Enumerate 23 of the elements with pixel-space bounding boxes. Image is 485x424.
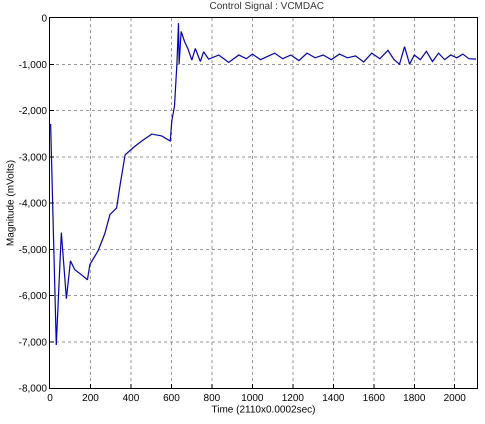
x-tick-label: 1800 [403,393,426,404]
y-tick-label: -4,000 [18,198,48,210]
y-tick-label: -1,000 [18,60,48,71]
y-tick-label: 0 [41,14,48,24]
y-tick-label: -6,000 [18,291,48,302]
x-tick-label: 200 [82,393,100,404]
line-series [50,22,477,346]
x-tick-label: 1200 [282,393,304,404]
chart-title: Control Signal : VCMDAC [210,1,324,12]
x-tick-label: 2000 [444,393,466,404]
x-tick-label: 1600 [362,393,386,404]
y-axis-title: Magnitude (mVolts) [6,160,17,246]
x-tick-label: 1400 [322,393,345,404]
x-tick-label: 800 [204,393,221,404]
y-tick-label: -5,000 [18,244,48,256]
y-tick-label: -2,000 [18,106,48,117]
x-tick-label: 1000 [241,393,264,404]
y-tick-label: -3,000 [18,152,48,164]
x-tick-label: 600 [163,393,180,404]
x-axis-title: Time (2110x0.0002sec) [212,404,316,416]
y-tick-label: -8,000 [18,384,48,394]
y-tick-label: -7,000 [18,337,48,348]
x-tick-label: 400 [122,393,140,404]
